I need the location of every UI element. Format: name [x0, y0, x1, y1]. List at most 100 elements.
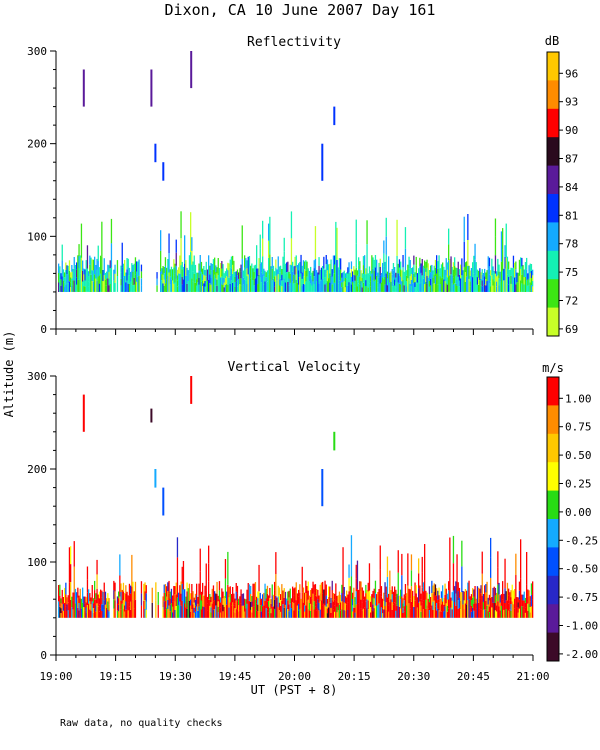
ground-echo-column: [473, 589, 475, 597]
ground-echo-column: [233, 605, 235, 612]
ground-echo-column: [234, 277, 236, 282]
ground-echo-column: [304, 284, 306, 292]
colorbar-label: 72: [565, 295, 578, 308]
ground-echo-column: [312, 270, 314, 282]
ground-echo-column: [125, 601, 127, 610]
ground-echo-column: [337, 283, 339, 292]
ground-echo-column: [389, 272, 391, 283]
ground-echo-column: [194, 273, 197, 283]
ground-echo-column: [226, 284, 228, 292]
ground-echo-column: [353, 597, 355, 608]
ground-echo-column: [234, 282, 236, 287]
ground-echo-column: [526, 280, 528, 292]
ground-echo-column: [386, 556, 389, 577]
ground-echo-column: [287, 600, 289, 609]
ground-echo-column: [311, 588, 313, 599]
ground-echo-column: [404, 584, 407, 596]
ground-echo-column: [408, 588, 410, 604]
ground-echo-column: [485, 592, 487, 601]
ground-echo-column: [178, 273, 180, 280]
ground-echo-column: [524, 607, 527, 613]
ground-echo-column: [352, 611, 354, 618]
ground-echo-column: [373, 281, 375, 292]
ground-echo-column: [334, 599, 336, 606]
ground-echo-column: [232, 264, 234, 274]
ground-echo-column: [506, 256, 509, 266]
ground-echo-column: [395, 596, 397, 604]
ground-echo-column: [250, 278, 252, 292]
ground-echo-column: [479, 588, 481, 599]
ground-echo-column: [368, 590, 371, 618]
ground-echo-column: [166, 279, 168, 292]
ground-echo-column: [446, 611, 449, 618]
ground-echo-column: [103, 591, 105, 601]
ground-echo-column: [463, 609, 465, 618]
ground-echo-column: [96, 269, 98, 281]
ground-echo-column: [238, 611, 240, 618]
ground-echo-column: [140, 285, 143, 292]
ground-echo-column: [187, 281, 189, 292]
ground-echo-column: [251, 263, 253, 278]
ground-echo-column: [422, 591, 425, 601]
ground-echo-column: [487, 611, 489, 618]
ground-echo-column: [402, 598, 404, 604]
ground-echo-column: [76, 605, 78, 618]
ground-echo-column: [450, 274, 452, 292]
ground-echo-column: [190, 611, 192, 618]
ground-echo-column: [325, 282, 327, 292]
ground-echo-column: [432, 609, 434, 618]
colorbar-swatch: [547, 433, 559, 463]
ground-echo-column: [302, 260, 305, 269]
ground-echo-column: [228, 587, 230, 598]
ground-echo-column: [440, 264, 443, 279]
ground-echo-column: [110, 218, 113, 244]
ground-echo-column: [191, 250, 193, 265]
ground-echo-column: [488, 274, 491, 284]
ground-echo-column: [260, 605, 263, 612]
ground-echo-column: [204, 281, 206, 287]
ground-echo-column: [427, 608, 429, 618]
ground-echo-column: [68, 281, 71, 292]
ground-echo-column: [368, 283, 371, 292]
ground-echo-column: [379, 267, 381, 276]
ground-echo-column: [520, 268, 522, 281]
ground-echo-column: [511, 268, 513, 276]
ground-echo-column: [505, 608, 507, 618]
ground-echo-column: [278, 595, 281, 603]
reflectivity-title: Reflectivity: [247, 35, 341, 50]
ground-echo-column: [486, 270, 488, 281]
ground-echo-column: [484, 585, 486, 594]
ground-echo-column: [97, 245, 99, 262]
ground-echo-column: [452, 535, 455, 564]
ground-echo-column: [437, 608, 439, 618]
ground-echo-column: [277, 596, 279, 608]
ground-echo-column: [173, 283, 175, 292]
ground-echo-column: [472, 588, 474, 598]
ground-echo-column: [130, 609, 132, 618]
ground-echo-column: [59, 606, 61, 618]
ground-echo-column: [134, 274, 137, 292]
ground-echo-column: [176, 557, 179, 578]
ground-echo-column: [348, 282, 350, 292]
ground-echo-column: [82, 602, 84, 618]
ground-echo-column: [346, 278, 348, 286]
ground-echo-column: [491, 267, 493, 276]
ground-echo-column: [443, 598, 445, 605]
ground-echo-column: [451, 592, 453, 601]
ground-echo-column: [475, 608, 477, 613]
ground-echo-column: [286, 272, 288, 283]
ground-echo-column: [238, 598, 240, 606]
ground-echo-column: [419, 283, 421, 292]
ground-echo-column: [90, 604, 92, 612]
ground-echo-column: [66, 611, 68, 618]
ground-echo-column: [300, 608, 302, 618]
ground-echo-column: [167, 582, 169, 592]
ground-echo-column: [508, 595, 510, 604]
colorbar-label: -2.00: [565, 648, 598, 661]
ground-echo-column: [490, 597, 492, 618]
ground-echo-column: [250, 586, 252, 594]
ground-echo-column: [118, 598, 120, 605]
ground-echo-column: [344, 282, 347, 288]
ground-echo-column: [162, 596, 164, 608]
ground-echo-column: [433, 583, 435, 592]
